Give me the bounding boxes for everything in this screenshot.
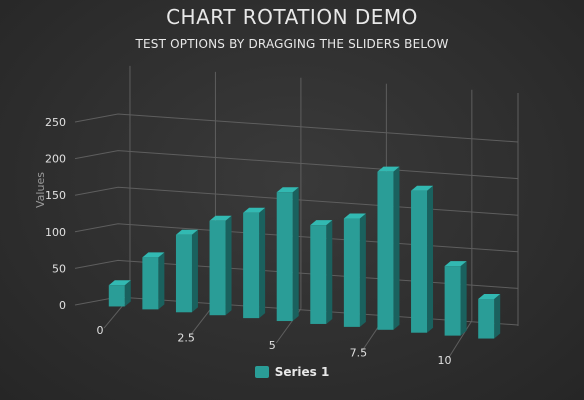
bar-top-8	[377, 166, 400, 172]
bar-7	[343, 218, 360, 327]
y-axis-title: Values	[34, 172, 47, 208]
bar-side-5	[292, 187, 299, 322]
chart-title: CHART ROTATION DEMO	[166, 5, 418, 29]
y-tick-label-0: 0	[59, 299, 66, 312]
y-tick-label-50: 50	[52, 262, 66, 275]
x-tick-label-0: 0	[97, 324, 104, 337]
chart-subtitle: TEST OPTIONS BY DRAGGING THE SLIDERS BEL…	[135, 37, 449, 51]
x-tick-label-2.5: 2.5	[177, 332, 195, 345]
bar-side-9	[427, 185, 434, 333]
bar-8	[377, 171, 394, 330]
bar-1	[142, 257, 159, 310]
y-tick-label-250: 250	[45, 116, 66, 129]
bar-4	[243, 212, 260, 319]
legend[interactable]: Series 1	[0, 365, 584, 379]
bar-side-7	[359, 213, 366, 327]
bar-6	[310, 225, 327, 324]
bar-top-7	[343, 213, 366, 219]
floor-line-4	[448, 320, 473, 359]
bar-9	[411, 190, 428, 333]
bar-side-1	[158, 252, 165, 310]
bar-side-3	[225, 215, 232, 316]
x-tick-label-7.5: 7.5	[350, 346, 368, 359]
bar-side-6	[326, 220, 333, 324]
y-tick-label-100: 100	[45, 226, 66, 239]
bar-top-10	[444, 261, 467, 267]
legend-label-series-1[interactable]: Series 1	[274, 365, 330, 379]
x-tick-label-5: 5	[269, 339, 276, 352]
y-tick-label-150: 150	[45, 189, 66, 202]
bar-side-11	[494, 294, 501, 339]
bar-top-5	[276, 187, 299, 193]
x-tick-label-10: 10	[438, 354, 452, 367]
y-tick-label-200: 200	[45, 153, 66, 166]
bar-top-2	[175, 229, 198, 235]
bar-top-6	[310, 220, 333, 226]
bar-top-11	[478, 294, 501, 300]
gridline-y-200	[74, 150, 519, 180]
bar-top-0	[108, 280, 131, 286]
bar-top-3	[209, 215, 232, 221]
bar-side-8	[393, 166, 400, 330]
bar-10	[444, 266, 461, 336]
bar-side-10	[460, 261, 467, 336]
gridline-y-250	[74, 113, 519, 143]
bar-2	[175, 234, 192, 313]
bar-top-9	[411, 185, 434, 191]
bar-top-4	[243, 207, 266, 213]
bar-side-4	[259, 207, 266, 319]
bar-3	[209, 220, 226, 316]
bar-side-0	[124, 280, 131, 307]
bar-11	[478, 299, 495, 339]
bar-0	[108, 285, 125, 307]
bar-side-2	[191, 229, 198, 313]
legend-swatch-series-1	[254, 366, 269, 378]
bar-top-1	[142, 252, 165, 258]
bar-5	[276, 192, 293, 322]
